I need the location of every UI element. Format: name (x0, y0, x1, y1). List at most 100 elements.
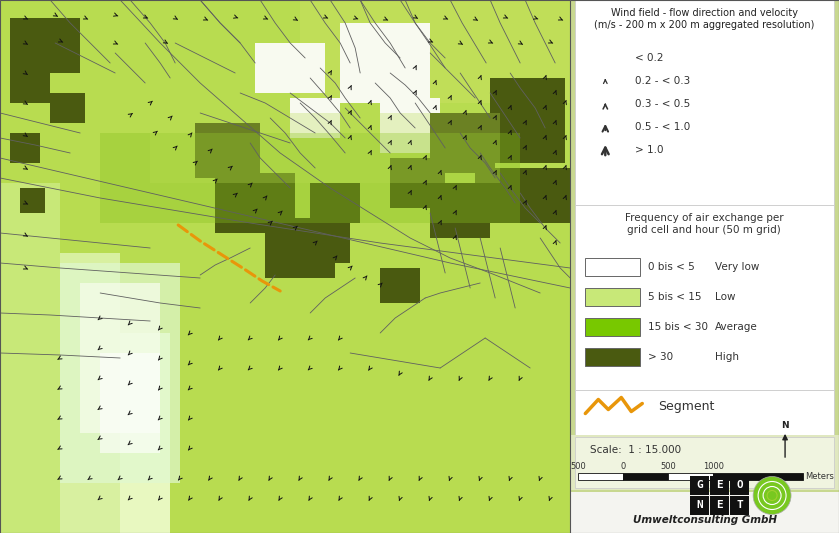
Bar (360, 33, 370, 43)
Bar (350, 63, 360, 73)
Bar (331, 63, 340, 73)
Bar (180, 283, 190, 293)
Bar (160, 313, 170, 323)
Bar (100, 103, 110, 113)
Bar (201, 273, 211, 283)
Bar (240, 423, 250, 433)
Bar (260, 173, 270, 183)
Bar (260, 103, 270, 113)
Bar (81, 343, 90, 353)
Bar (510, 503, 520, 513)
Bar (470, 353, 480, 363)
Bar (530, 63, 540, 73)
Bar (50, 173, 60, 183)
Bar (40, 193, 50, 203)
Bar (100, 173, 110, 183)
Bar (320, 293, 331, 303)
Bar (340, 483, 350, 493)
Bar (280, 323, 290, 333)
Bar (50, 383, 60, 393)
Bar (70, 393, 81, 403)
Bar (140, 233, 150, 243)
Bar (380, 23, 390, 33)
Bar (100, 253, 110, 263)
Bar (290, 3, 300, 13)
Bar (331, 333, 340, 343)
Bar (300, 123, 310, 133)
Bar (520, 113, 530, 123)
Bar (10, 323, 20, 333)
Bar (0, 83, 10, 93)
Bar (490, 463, 500, 473)
Bar (0, 133, 10, 143)
Bar (40, 473, 50, 483)
Bar (230, 3, 240, 13)
Bar (81, 43, 90, 53)
Bar (230, 213, 240, 223)
Bar (340, 473, 350, 483)
Bar (560, 163, 571, 173)
Bar (571, 53, 581, 63)
Bar (60, 153, 70, 163)
Bar (160, 33, 170, 43)
Bar (290, 313, 300, 323)
Bar (400, 163, 410, 173)
Bar (331, 53, 340, 63)
Bar (170, 433, 180, 443)
Bar (530, 13, 540, 23)
Bar (20, 23, 30, 33)
Bar (280, 23, 290, 33)
Bar (460, 373, 470, 383)
Bar (230, 53, 240, 63)
Bar (400, 393, 410, 403)
Bar (280, 203, 290, 213)
Bar (350, 303, 360, 313)
Bar (270, 313, 280, 323)
Bar (350, 433, 360, 443)
Bar (160, 263, 170, 273)
Bar (350, 33, 360, 43)
Bar (420, 103, 430, 113)
Bar (180, 23, 190, 33)
Bar (201, 283, 211, 293)
Bar (380, 213, 390, 223)
Bar (211, 243, 220, 253)
Bar (180, 303, 190, 313)
Bar (250, 523, 260, 533)
Bar (530, 173, 540, 183)
Bar (20, 203, 30, 213)
Bar (440, 303, 451, 313)
Bar (490, 303, 500, 313)
Bar (0, 283, 10, 293)
Bar (400, 373, 410, 383)
Bar (490, 173, 500, 183)
Bar (430, 23, 440, 33)
Bar (201, 503, 211, 513)
Bar (540, 413, 550, 423)
Bar (270, 13, 280, 23)
Bar (260, 503, 270, 513)
Bar (310, 353, 320, 363)
Bar (300, 113, 310, 123)
Bar (451, 353, 460, 363)
Bar (201, 213, 211, 223)
Bar (390, 183, 400, 193)
Bar (201, 363, 211, 373)
Bar (220, 493, 230, 503)
Bar (190, 63, 201, 73)
Bar (510, 473, 520, 483)
Bar (280, 383, 290, 393)
Bar (230, 363, 240, 373)
Bar (340, 133, 350, 143)
Bar (120, 433, 130, 443)
Bar (140, 353, 150, 363)
Bar (130, 133, 140, 143)
Bar (390, 223, 400, 233)
Bar (40, 373, 50, 383)
Bar (420, 443, 430, 453)
Bar (460, 153, 470, 163)
Bar (390, 353, 400, 363)
Bar (90, 463, 100, 473)
Bar (270, 173, 280, 183)
Bar (310, 253, 320, 263)
